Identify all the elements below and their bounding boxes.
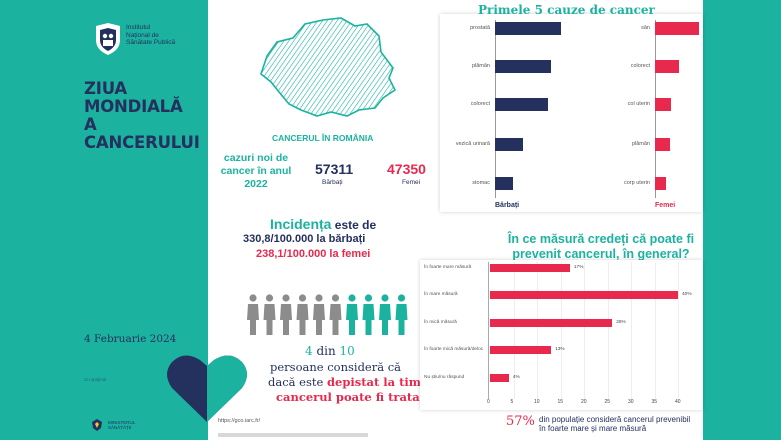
prevention-bar-value: 26% bbox=[616, 320, 626, 325]
prevention-bar-value: 17% bbox=[573, 265, 584, 270]
prevention-tick-label: 15 bbox=[557, 399, 564, 405]
romania-title: CANCERUL ÎN ROMÂNIA bbox=[272, 133, 374, 143]
men-cause-label: vezică urinară bbox=[455, 141, 490, 147]
women-cause-label: plămân bbox=[631, 141, 650, 147]
prevention-axis bbox=[488, 262, 489, 399]
prevention-gridline bbox=[654, 262, 656, 399]
quote-line-2: persoane consideră că bbox=[270, 360, 402, 374]
prevention-tick-label: 0 bbox=[487, 399, 490, 405]
person-icon bbox=[280, 294, 292, 335]
women-cause-bar bbox=[655, 22, 699, 35]
quote-ratio: 4 din 10 bbox=[305, 344, 355, 358]
men-cause-bar bbox=[495, 177, 514, 190]
quote-line-4: cancerul poate fi tratat bbox=[276, 390, 425, 404]
insp-shield-logo bbox=[96, 23, 120, 55]
women-cause-label: corp uterin bbox=[624, 180, 650, 186]
org-name: Institutul Național de Sănătate Publică bbox=[126, 24, 176, 46]
women-legend-label: Femei bbox=[655, 202, 676, 209]
prevention-tick-label: 30 bbox=[628, 399, 634, 405]
women-cause-label: col uterin bbox=[627, 101, 650, 107]
prevention-footer-text: din populație consideră cancerul preveni… bbox=[539, 415, 691, 433]
person-icon bbox=[329, 294, 342, 335]
prevention-bar bbox=[490, 264, 570, 272]
ministry-crest-icon bbox=[92, 419, 102, 431]
prevention-gridline bbox=[537, 262, 538, 399]
prevention-tick-label: 25 bbox=[604, 399, 611, 405]
source-link[interactable]: https://gco.iarc.fr/ bbox=[218, 418, 261, 424]
page-title: ZIUA MONDIALĂ A CANCERULUI bbox=[84, 79, 200, 152]
men-cause-bar bbox=[495, 138, 524, 151]
top-causes-title: Primele 5 cauze de cancer bbox=[478, 3, 655, 17]
prevention-gridline bbox=[513, 262, 515, 399]
prevention-footer-percent: 57% bbox=[506, 414, 535, 429]
event-date: 4 Februarie 2024 bbox=[84, 333, 177, 345]
person-icon bbox=[263, 294, 276, 335]
quote-line-3: dacă este depistat la timp, bbox=[268, 375, 434, 389]
women-cause-bar bbox=[655, 60, 680, 73]
incidence-heading: Incidența este de bbox=[270, 216, 377, 232]
person-icon bbox=[346, 294, 358, 335]
romania-map-icon bbox=[260, 17, 397, 117]
person-icon bbox=[395, 294, 408, 335]
incidence-women: 238,1/100.000 la femei bbox=[256, 248, 371, 260]
person-icon bbox=[362, 294, 375, 335]
prevention-bar-value: 13% bbox=[555, 347, 565, 352]
women-cases-value: 47350 bbox=[387, 161, 426, 177]
prevention-gridline bbox=[607, 262, 609, 399]
people-pictogram bbox=[247, 294, 408, 335]
prevention-tick-label: 35 bbox=[651, 399, 658, 405]
prevention-bar bbox=[490, 319, 613, 327]
women-cause-bar bbox=[655, 177, 666, 190]
person-icon bbox=[379, 294, 391, 335]
men-cause-label: stomac bbox=[472, 180, 490, 186]
prevention-tick-label: 40 bbox=[675, 399, 681, 405]
person-icon bbox=[313, 294, 325, 335]
prevention-title: În ce măsură credeți că poate fi preveni… bbox=[507, 232, 695, 261]
men-cause-label: colorect bbox=[470, 101, 490, 107]
prevention-tick-label: 10 bbox=[534, 399, 540, 405]
men-cases-label: Bărbați bbox=[322, 179, 343, 186]
men-legend-label: Bărbați bbox=[495, 202, 520, 209]
men-cause-label: plămân bbox=[471, 63, 490, 69]
person-icon bbox=[247, 294, 259, 335]
prevention-bar bbox=[490, 346, 552, 354]
prevention-row-label: În mică măsură bbox=[424, 320, 457, 325]
prevention-tick-label: 20 bbox=[581, 399, 587, 405]
prevention-card bbox=[420, 260, 703, 410]
new-cases-label: cazuri noi de cancer în anul 2022 bbox=[220, 152, 292, 190]
prevention-gridline bbox=[584, 262, 585, 399]
prevention-row-label: Nu știu/nu răspund bbox=[424, 375, 465, 380]
men-cause-label: prostată bbox=[470, 25, 490, 31]
prevention-bar bbox=[490, 374, 509, 382]
men-cause-bar bbox=[495, 22, 561, 35]
ministry-name: MINISTERUL SĂNĂTĂȚII bbox=[108, 420, 136, 430]
prevention-gridline bbox=[631, 262, 632, 399]
prevention-row-label: În mare măsură bbox=[424, 292, 458, 297]
women-cases-label: Femei bbox=[402, 179, 421, 186]
sponsor-label: Cu sprijinul bbox=[84, 377, 107, 382]
incidence-men: 330,8/100.000 la bărbați bbox=[243, 233, 366, 245]
women-cause-label: sân bbox=[641, 25, 650, 31]
prevention-row-label: În foarte mică măsură/deloc bbox=[424, 347, 484, 352]
heart-icon bbox=[167, 355, 247, 422]
men-cause-bar bbox=[495, 98, 548, 111]
women-cause-label: colorect bbox=[630, 63, 650, 69]
right-strip bbox=[703, 0, 781, 440]
prevention-bar bbox=[490, 291, 678, 299]
source-footnote-bar bbox=[218, 433, 368, 437]
prevention-row-label: În foarte mare măsură bbox=[424, 265, 472, 270]
women-cause-bar bbox=[655, 98, 672, 111]
men-cause-bar bbox=[495, 60, 552, 73]
prevention-gridline bbox=[560, 262, 562, 399]
prevention-bar-value: 40% bbox=[682, 292, 692, 297]
prevention-tick-label: 5 bbox=[510, 399, 514, 405]
prevention-bar-value: 4% bbox=[512, 375, 520, 380]
person-icon bbox=[296, 294, 309, 335]
women-cause-bar bbox=[655, 138, 671, 151]
men-cases-value: 57311 bbox=[315, 161, 354, 177]
prevention-gridline bbox=[678, 262, 679, 399]
